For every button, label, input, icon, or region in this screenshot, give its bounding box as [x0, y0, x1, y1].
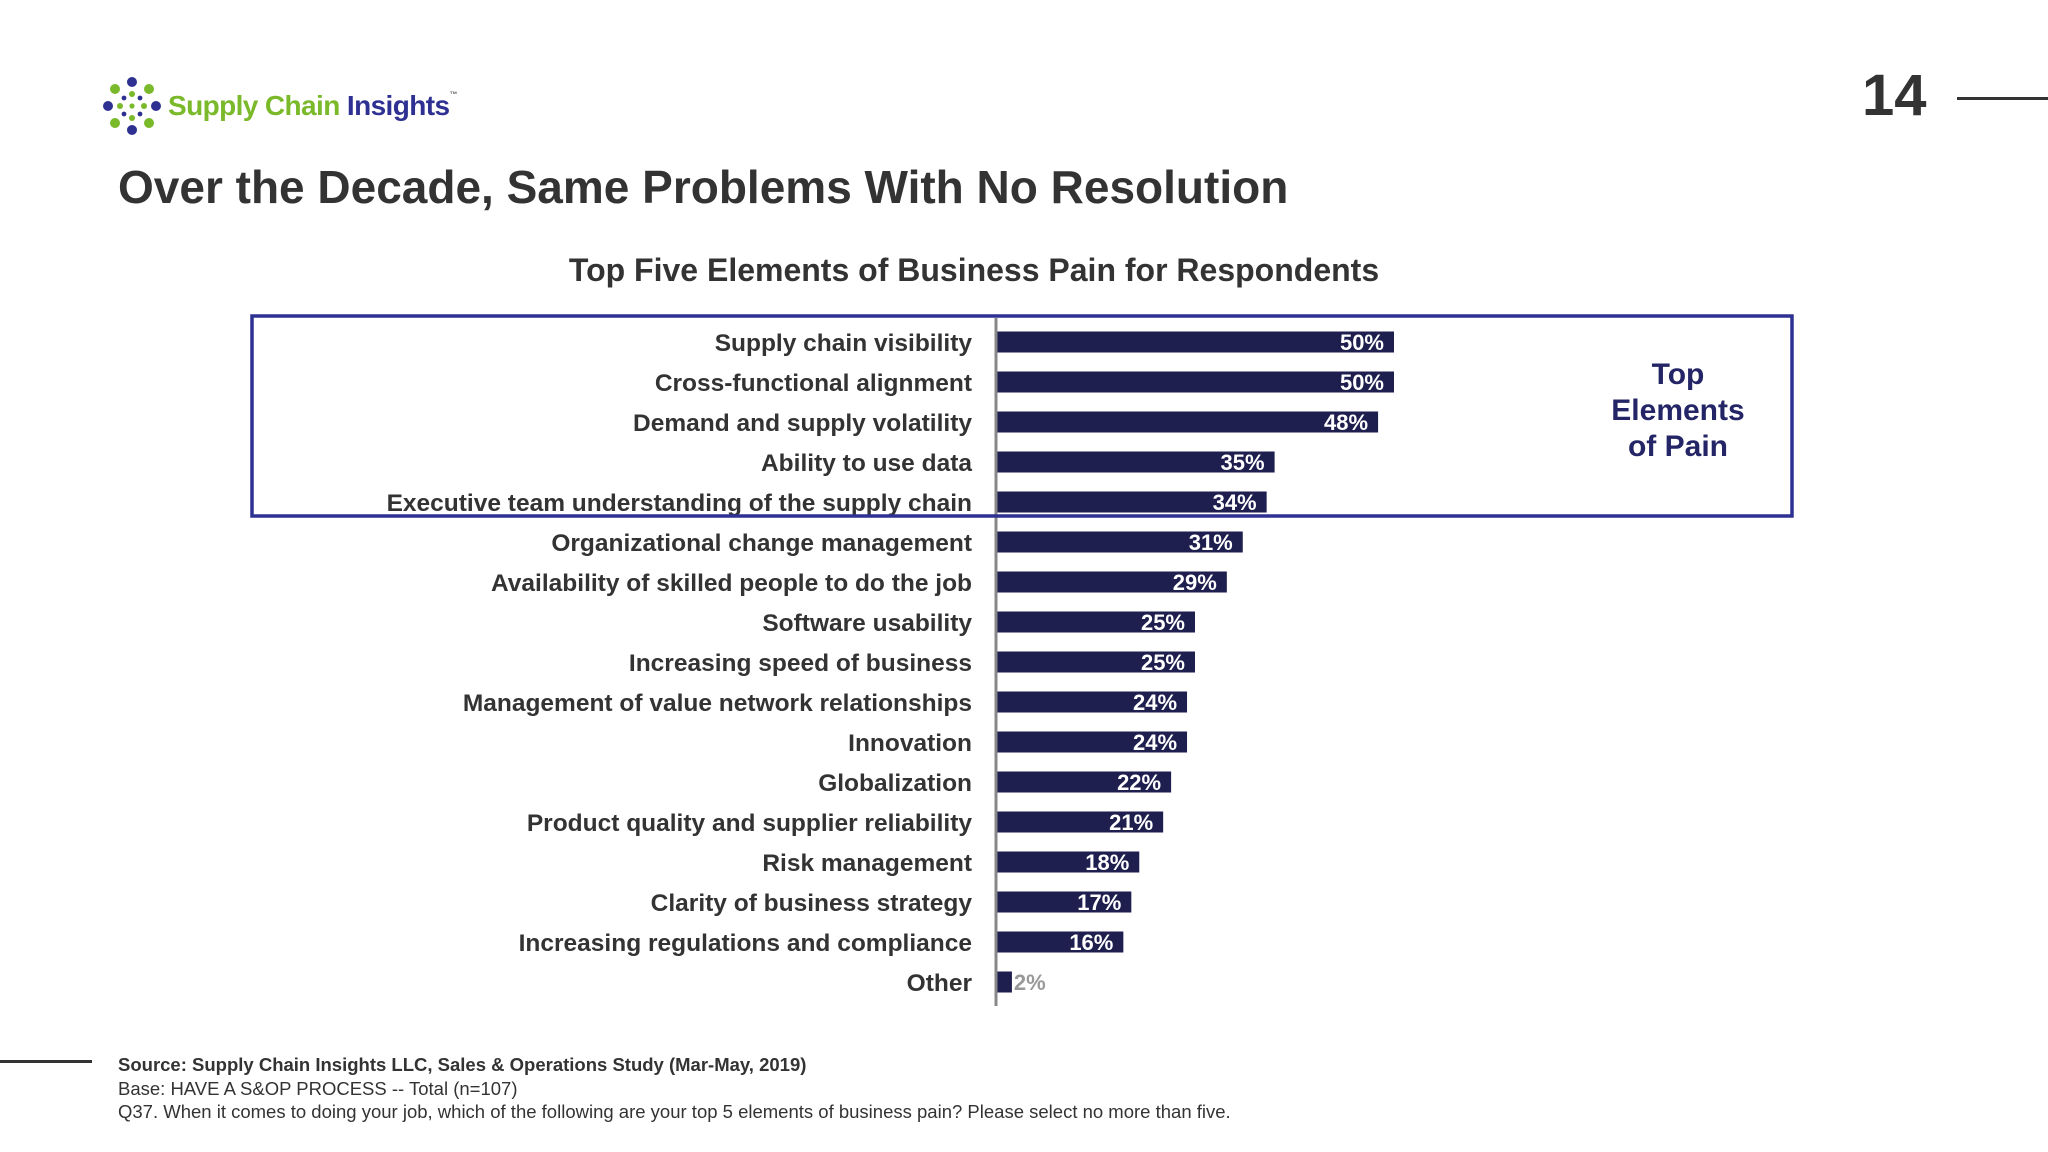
bar: [996, 651, 1195, 673]
category-label: Cross-functional alignment: [655, 370, 972, 397]
bar: [996, 411, 1379, 433]
data-label: 18%: [1085, 850, 1129, 875]
bar: [996, 811, 1164, 833]
source-note: Source: Supply Chain Insights LLC, Sales…: [118, 1054, 807, 1075]
category-label: Supply chain visibility: [715, 330, 973, 357]
bar: [996, 491, 1267, 513]
top-elements-highlight-box: [250, 314, 1794, 518]
highlight-label-line: of Pain: [1628, 430, 1728, 463]
category-label: Globalization: [818, 770, 972, 797]
data-label: 35%: [1221, 450, 1265, 475]
bar: [996, 451, 1275, 473]
bar: [996, 331, 1394, 353]
category-label: Innovation: [848, 730, 972, 757]
category-label: Other: [907, 970, 973, 997]
category-label: Increasing speed of business: [629, 650, 972, 677]
bar: [996, 531, 1243, 553]
question-note: Q37. When it comes to doing your job, wh…: [118, 1101, 1231, 1122]
highlight-label-line: Top: [1652, 358, 1705, 391]
footer-rule: [0, 1060, 92, 1063]
header-rule: [1957, 97, 2048, 100]
data-label: 24%: [1133, 690, 1177, 715]
data-label: 16%: [1069, 930, 1113, 955]
category-label: Executive team understanding of the supp…: [387, 490, 972, 517]
company-logo: Supply Chain Insights™: [102, 76, 457, 136]
category-label: Demand and supply volatility: [633, 410, 972, 437]
bar: [996, 731, 1188, 753]
data-label: 25%: [1141, 610, 1185, 635]
category-label: Software usability: [762, 610, 972, 637]
category-label: Increasing regulations and compliance: [519, 930, 972, 957]
data-label: 2%: [1014, 970, 1046, 995]
chart-title: Top Five Elements of Business Pain for R…: [568, 252, 1380, 288]
category-label: Risk management: [762, 850, 972, 877]
bar-chart: Supply chain visibility 50% Cross-function…: [250, 314, 1794, 1006]
highlight-label-line: Elements: [1611, 394, 1744, 427]
bar: [996, 851, 1140, 873]
logo-dots-icon: [103, 77, 161, 135]
data-label: 29%: [1173, 570, 1217, 595]
base-note: Base: HAVE A S&OP PROCESS -- Total (n=10…: [118, 1077, 518, 1099]
logo-text-insights: Insights: [346, 90, 450, 121]
category-label: Clarity of business strategy: [651, 890, 973, 917]
bars-layer: [996, 331, 1394, 993]
logo-trademark: ™: [449, 90, 457, 99]
data-label: 17%: [1077, 890, 1121, 915]
bar: [996, 691, 1188, 713]
category-label: Management of value network relationship…: [463, 690, 972, 717]
labels-layer: Supply chain visibility 50% Cross-function…: [387, 330, 1384, 997]
logo-text-supply-chain: Supply Chain: [168, 90, 340, 121]
data-label: 22%: [1117, 770, 1161, 795]
data-label: 31%: [1189, 530, 1233, 555]
slide-title: Over the Decade, Same Problems With No R…: [118, 161, 1289, 213]
data-label: 21%: [1109, 810, 1153, 835]
bar: [996, 371, 1394, 393]
data-label: 50%: [1340, 330, 1384, 355]
bar: [996, 771, 1172, 793]
category-label: Organizational change management: [551, 530, 972, 557]
category-label: Product quality and supplier reliability: [527, 810, 973, 837]
data-label: 50%: [1340, 370, 1384, 395]
data-label: 34%: [1213, 490, 1257, 515]
bar: [996, 571, 1227, 593]
bar: [996, 891, 1132, 913]
bar: [996, 971, 1012, 993]
data-label: 24%: [1133, 730, 1177, 755]
data-label: 48%: [1324, 410, 1368, 435]
category-label: Availability of skilled people to do the…: [491, 570, 972, 597]
page-number: 14: [1862, 63, 1927, 128]
category-label: Ability to use data: [761, 450, 972, 477]
bar: [996, 611, 1195, 633]
footnotes: Source: Supply Chain Insights LLC, Sales…: [118, 1053, 1231, 1124]
data-label: 25%: [1141, 650, 1185, 675]
top-elements-label: Top Elements of Pain: [1611, 358, 1744, 463]
logo-wordmark: Supply Chain Insights™: [168, 90, 457, 122]
bar: [996, 931, 1124, 953]
